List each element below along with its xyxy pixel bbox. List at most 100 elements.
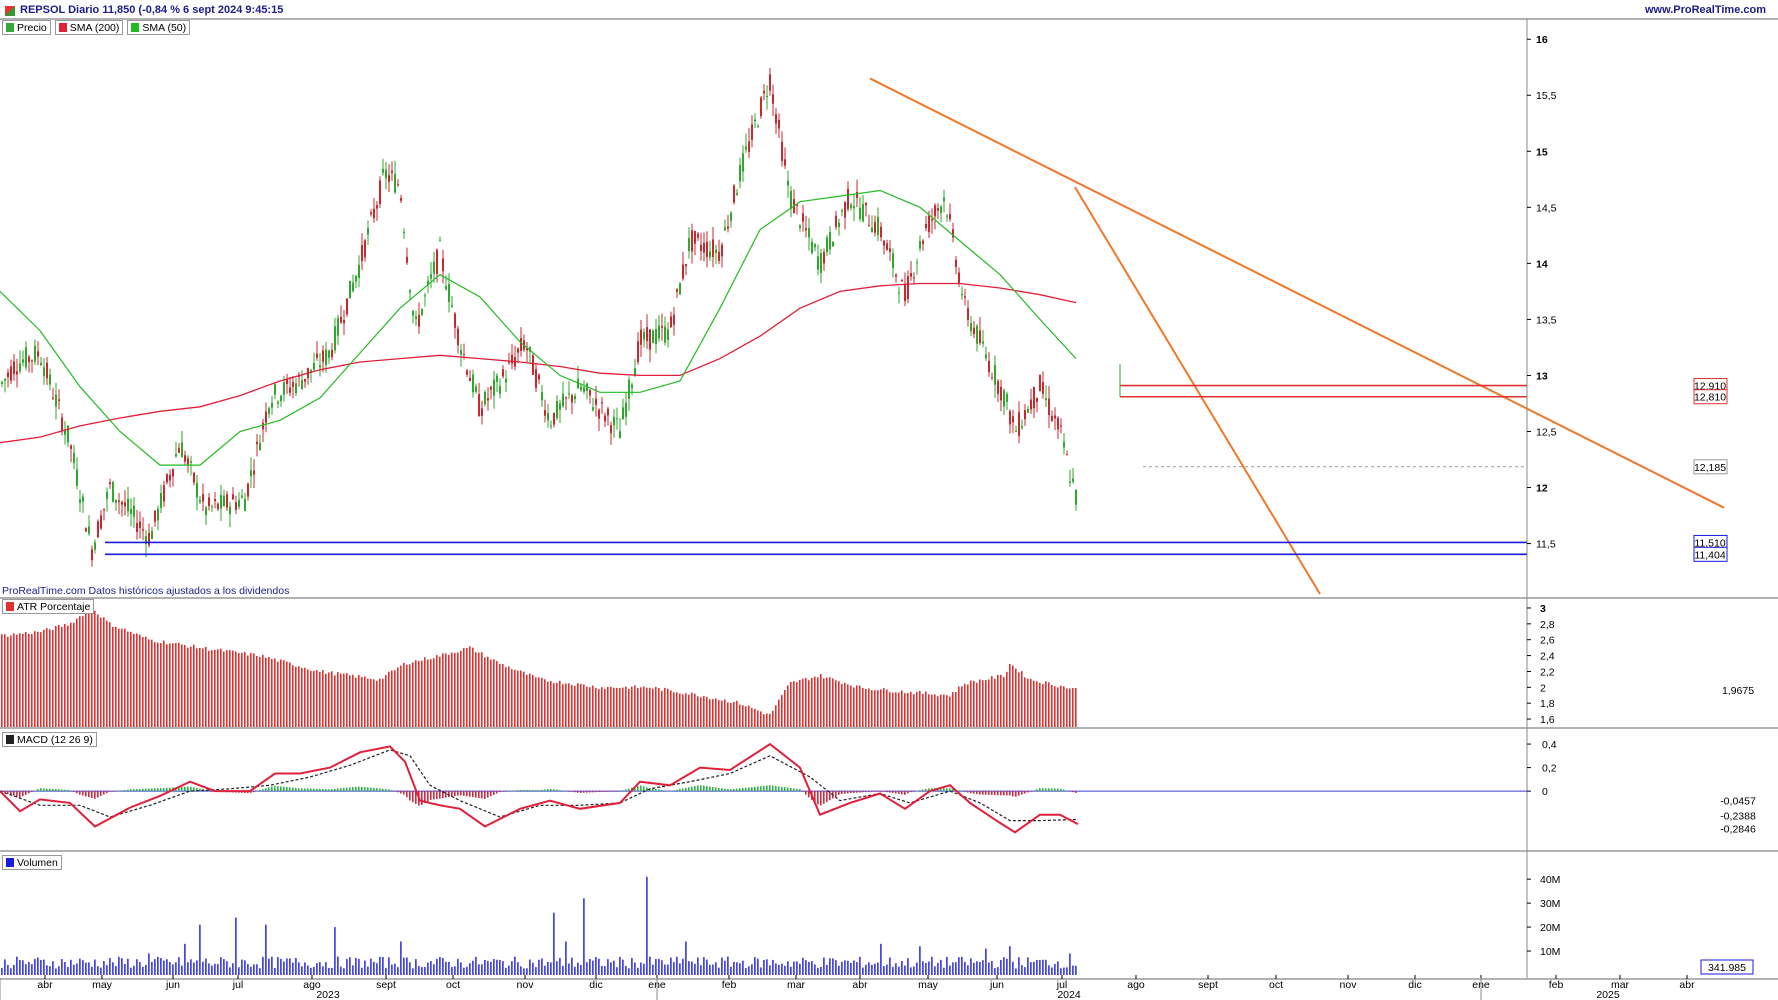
- month-label: may: [92, 979, 113, 991]
- price-candle: [121, 501, 123, 505]
- atr-bar: [841, 683, 843, 727]
- macd-histogram-bar: [1072, 791, 1074, 793]
- atr-bar: [763, 714, 765, 727]
- atr-bar: [556, 682, 558, 727]
- macd-histogram-bar: [853, 791, 855, 793]
- macd-histogram-bar: [652, 788, 654, 792]
- volume-bar: [403, 957, 405, 975]
- macd-histogram-bar: [943, 788, 945, 792]
- atr-bar: [847, 684, 849, 727]
- atr-bar: [778, 699, 780, 727]
- macd-histogram-bar: [721, 788, 723, 792]
- price-candle: [184, 455, 186, 462]
- macd-histogram-bar: [499, 791, 501, 793]
- atr-tick-label: 1,6: [1540, 714, 1555, 726]
- volume-bar: [169, 962, 171, 975]
- legend-macd[interactable]: MACD (12 26 9): [2, 732, 97, 747]
- price-candle: [820, 252, 822, 273]
- atr-bar: [1006, 671, 1008, 727]
- atr-bar: [28, 633, 30, 727]
- price-candle: [880, 226, 882, 238]
- price-candle: [1003, 390, 1005, 407]
- atr-bar: [610, 686, 612, 727]
- volume-bar: [448, 961, 450, 975]
- volume-bar: [442, 958, 444, 975]
- atr-bar: [328, 672, 330, 727]
- price-candle: [484, 391, 486, 405]
- price-candle: [355, 275, 357, 282]
- macd-histogram-bar: [37, 789, 39, 792]
- atr-bar: [259, 657, 261, 727]
- atr-bar: [319, 671, 321, 727]
- price-candle: [544, 410, 546, 416]
- volume-bar: [541, 958, 543, 975]
- price-candle: [784, 159, 786, 166]
- volume-bar: [964, 961, 966, 975]
- atr-bar: [769, 713, 771, 727]
- volume-bar: [874, 963, 876, 975]
- macd-histogram-bar: [1063, 789, 1065, 792]
- volume-bar: [160, 957, 162, 975]
- volume-bar: [601, 965, 603, 975]
- macd-histogram-bar: [976, 791, 978, 795]
- volume-bar: [421, 967, 423, 975]
- legend-volume[interactable]: Volumen: [2, 855, 62, 870]
- legend-sma50[interactable]: SMA (50): [127, 20, 191, 35]
- atr-bar: [643, 686, 645, 727]
- macd-histogram-bar: [1021, 791, 1023, 795]
- macd-histogram-bar: [982, 791, 984, 795]
- volume-bar: [715, 962, 717, 975]
- price-candle: [907, 276, 909, 300]
- macd-histogram-bar: [478, 791, 480, 799]
- macd-histogram-bar: [349, 787, 351, 792]
- macd-histogram-bar: [1012, 791, 1014, 797]
- data-footnote: ProRealTime.com Datos históricos ajustad…: [2, 585, 290, 597]
- atr-bar: [793, 681, 795, 727]
- volume-bar: [691, 961, 693, 975]
- volume-bar: [1057, 961, 1059, 975]
- volume-bar: [64, 961, 66, 975]
- atr-bar: [784, 689, 786, 727]
- macd-histogram-bar: [865, 791, 867, 793]
- legend-price[interactable]: Precio: [2, 20, 51, 35]
- atr-bar: [739, 704, 741, 727]
- volume-bar: [952, 962, 954, 975]
- macd-histogram-bar: [523, 790, 525, 792]
- volume-bar: [229, 967, 231, 975]
- price-candle: [1036, 398, 1038, 402]
- month-label: abr: [852, 979, 868, 991]
- atr-bar: [451, 652, 453, 727]
- volume-bar: [166, 959, 168, 975]
- macd-histogram-bar: [757, 786, 759, 792]
- month-label: abr: [37, 979, 53, 991]
- legend-sma200[interactable]: SMA (200): [54, 20, 124, 35]
- atr-bar: [88, 609, 90, 727]
- price-candle: [562, 393, 564, 407]
- macd-histogram-bar: [430, 791, 432, 800]
- price-candle: [511, 354, 513, 364]
- price-candle: [1042, 382, 1044, 394]
- volume-bar: [664, 964, 666, 975]
- price-candle: [478, 394, 480, 416]
- price-candle: [79, 499, 81, 503]
- macd-histogram-bar: [922, 789, 924, 792]
- price-tick-label: 14: [1536, 258, 1548, 270]
- site-link[interactable]: www.ProRealTime.com: [1644, 4, 1766, 16]
- price-candle: [955, 259, 957, 268]
- price-candle: [319, 365, 321, 368]
- macd-histogram-bar: [1075, 791, 1077, 793]
- price-candle: [847, 189, 849, 210]
- macd-histogram-bar: [730, 789, 732, 792]
- macd-histogram-bar: [337, 788, 339, 792]
- macd-histogram-bar: [1033, 790, 1035, 792]
- volume-bar: [412, 968, 414, 975]
- volume-bar: [1030, 962, 1032, 975]
- atr-bar: [559, 680, 561, 727]
- chart-logo-icon: [5, 6, 15, 16]
- macd-last-label: -0,0457: [1720, 796, 1756, 808]
- legend-atr[interactable]: ATR Porcentaje: [2, 599, 95, 614]
- macd-histogram-bar: [292, 787, 294, 792]
- price-candle: [1006, 394, 1008, 402]
- price-candle: [289, 387, 291, 393]
- atr-bar: [406, 664, 408, 727]
